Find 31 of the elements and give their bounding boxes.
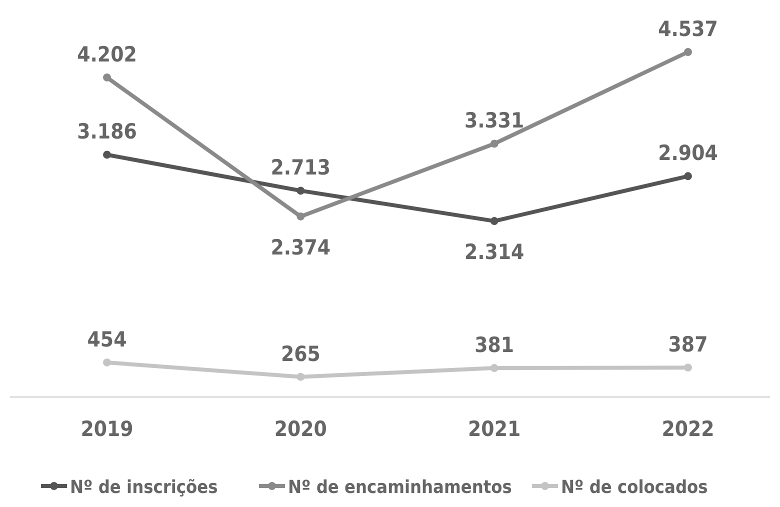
point: [490, 364, 498, 372]
data-label: 2.713: [270, 156, 331, 180]
data-label: 4.202: [77, 42, 137, 66]
data-label: 454: [87, 327, 127, 352]
data-label: 2.314: [464, 240, 524, 264]
data-label: 387: [668, 332, 708, 357]
x-tick-label: 2022: [662, 417, 714, 441]
point: [103, 358, 111, 366]
data-label: 2.904: [658, 141, 718, 166]
point: [490, 217, 498, 226]
x-tick-label: 2020: [274, 417, 327, 441]
data-label: 3.331: [464, 108, 524, 133]
data-label: 3.186: [77, 120, 137, 144]
legend-label: Nº de colocados: [561, 477, 708, 498]
point: [684, 172, 692, 180]
point: [103, 150, 111, 159]
x-tick-label: 2021: [468, 417, 521, 441]
data-label: 265: [280, 342, 320, 366]
point: [296, 212, 305, 220]
point: [490, 140, 498, 148]
legend-label: Nº de encaminhamentos: [288, 477, 512, 498]
data-label: 2.374: [270, 235, 331, 260]
data-label: 381: [474, 333, 514, 358]
x-tick-label: 2019: [80, 417, 134, 441]
point: [296, 372, 305, 381]
point: [103, 73, 111, 82]
point: [296, 186, 305, 195]
point: [684, 364, 692, 372]
point: [684, 48, 692, 56]
legend-label: Nº de inscrições: [70, 477, 218, 498]
data-label: 4.537: [658, 17, 718, 41]
